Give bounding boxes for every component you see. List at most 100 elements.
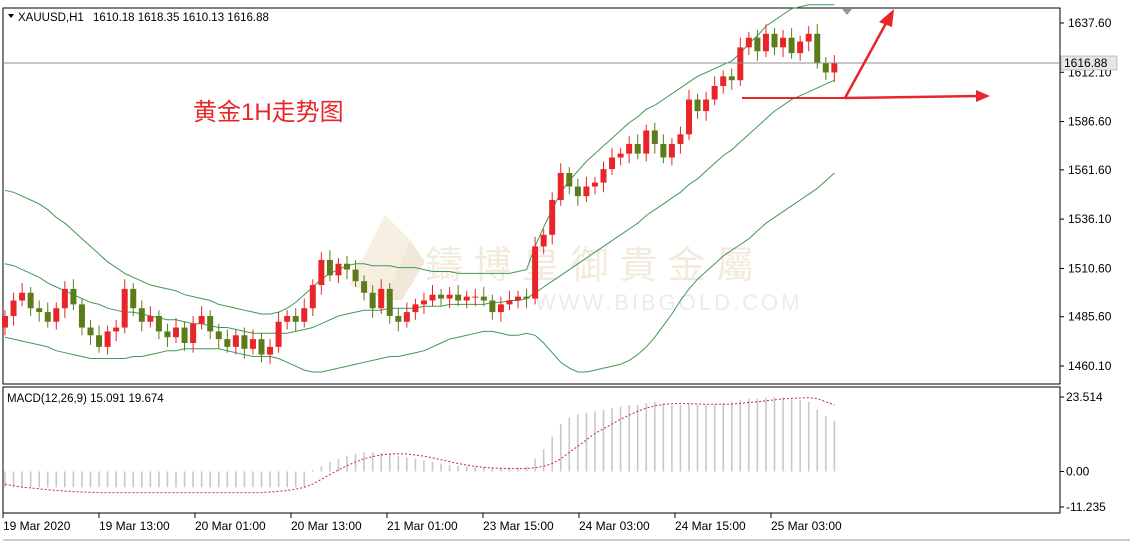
dropdown-triangle-icon[interactable]	[8, 14, 14, 18]
candle-body	[292, 315, 299, 322]
candle	[104, 325, 111, 355]
candle	[463, 290, 470, 309]
candle-body	[173, 327, 179, 338]
candle	[438, 288, 445, 307]
candle	[335, 257, 342, 284]
candle	[19, 283, 26, 307]
candle-body	[728, 76, 735, 81]
candle	[694, 93, 701, 119]
candle	[395, 308, 402, 332]
candle	[344, 256, 350, 280]
candle-body	[344, 263, 350, 270]
candle-body	[557, 172, 564, 201]
candle-body	[771, 33, 778, 48]
candle-body	[78, 304, 85, 328]
candle-body	[326, 259, 333, 276]
time-tick-label: 24 Mar 03:00	[579, 519, 650, 533]
candle-body	[27, 292, 34, 309]
candle-body	[378, 288, 385, 309]
annotation-title: 黄金1H走势图	[193, 99, 344, 126]
candle-body	[780, 37, 787, 48]
candle	[198, 306, 205, 330]
price-tick-label: 1586.60	[1068, 115, 1112, 129]
candle-body	[301, 308, 308, 322]
candle	[472, 288, 479, 307]
candle-body	[762, 33, 769, 52]
candle-body	[651, 130, 658, 144]
candle-body	[583, 186, 590, 197]
candle	[130, 283, 137, 316]
candle-body	[668, 143, 675, 158]
candle-body	[53, 308, 60, 322]
candle	[53, 302, 60, 330]
candle-body	[523, 296, 530, 299]
candle	[668, 138, 675, 166]
candle	[617, 147, 624, 166]
candle	[78, 298, 85, 336]
candle	[164, 323, 171, 347]
candle-body	[609, 157, 616, 170]
candle	[155, 310, 162, 340]
candle	[446, 286, 453, 309]
candle	[309, 279, 316, 316]
candle-body	[737, 47, 744, 81]
candle	[455, 285, 462, 307]
candle	[378, 279, 385, 315]
current-price-label: 1616.88	[1064, 56, 1108, 70]
candle-body	[617, 153, 624, 158]
candle-body	[318, 259, 325, 286]
candle	[497, 296, 504, 322]
candle	[61, 281, 68, 318]
candle	[557, 163, 564, 206]
ohlc-values: 1610.18 1618.35 1610.13 1616.88	[93, 12, 269, 24]
candle-body	[87, 327, 94, 336]
current-price-label-box	[1060, 55, 1118, 71]
candle	[515, 290, 521, 309]
price-tick-label: 1561.60	[1068, 163, 1112, 177]
candle	[549, 192, 556, 245]
candle-body	[190, 323, 197, 344]
candle-body	[224, 339, 231, 347]
candle	[686, 89, 692, 141]
candle-body	[215, 331, 222, 340]
candle-body	[489, 300, 496, 313]
candle-body	[549, 200, 556, 235]
candle	[267, 339, 274, 365]
candle	[326, 250, 333, 282]
candle	[292, 308, 299, 332]
candle	[249, 329, 256, 355]
candle	[532, 236, 539, 305]
macd-tick-label: -11.235	[1066, 500, 1106, 514]
candle-body	[540, 234, 547, 247]
candle	[780, 29, 787, 58]
candle	[523, 288, 530, 309]
candle	[822, 57, 829, 81]
scroll-marker-icon[interactable]	[842, 9, 852, 15]
candle	[771, 28, 778, 56]
candle-body	[2, 315, 8, 328]
candle	[737, 37, 744, 86]
symbol-label: XAUUSD,H1	[18, 12, 84, 24]
candle-body	[720, 76, 727, 86]
candle-body	[70, 288, 77, 305]
candle	[284, 310, 291, 330]
macd-panel-frame	[2, 386, 1061, 514]
candle-body	[805, 33, 812, 42]
candle	[147, 306, 154, 328]
candle-body	[831, 62, 838, 73]
time-tick-label: 21 Mar 01:00	[387, 519, 458, 533]
candle	[258, 333, 265, 363]
candle	[87, 319, 94, 345]
candle	[643, 124, 650, 162]
candle-body	[438, 294, 445, 299]
candle	[583, 176, 590, 202]
candle-body	[121, 288, 128, 328]
candle-body	[96, 335, 103, 347]
macd-axis: 23.514 0.00 -11.235	[1060, 390, 1106, 514]
candle	[386, 283, 393, 324]
candle-body	[626, 143, 633, 154]
price-tick-label: 1510.60	[1068, 261, 1112, 275]
candle	[420, 292, 427, 315]
candle-body	[788, 37, 795, 54]
candle	[318, 252, 325, 295]
